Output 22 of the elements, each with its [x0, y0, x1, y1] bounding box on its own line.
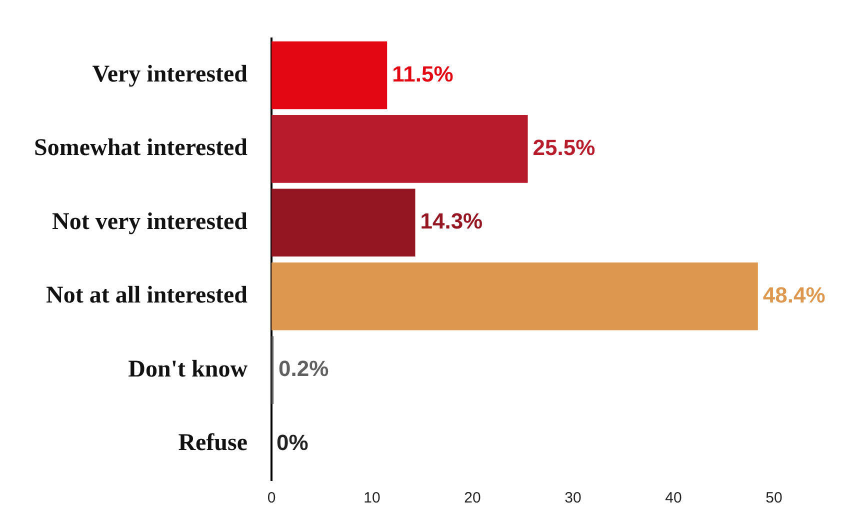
- data-label: 14.3%: [420, 208, 483, 234]
- x-tick-label: 50: [766, 490, 782, 507]
- data-label: 25.5%: [532, 135, 596, 160]
- y-tick-label: Somewhat interested: [34, 135, 248, 162]
- x-tick-label: 30: [564, 490, 582, 507]
- y-tick-label: Refuse: [178, 430, 248, 456]
- y-tick-label: Not very interested: [52, 208, 248, 235]
- y-tick-label: Not at all interested: [46, 282, 248, 309]
- bar: [272, 262, 758, 330]
- x-tick-label: 10: [364, 490, 380, 507]
- bar: [272, 188, 416, 257]
- data-label: 11.5%: [392, 61, 454, 86]
- data-label: 0.2%: [278, 356, 329, 382]
- y-tick-label: Very interested: [92, 61, 248, 88]
- x-tick-label: 20: [464, 490, 481, 507]
- y-tick-label: Don't know: [128, 356, 248, 382]
- bar: [272, 41, 388, 110]
- bar: [272, 115, 528, 183]
- x-tick-label: 40: [665, 490, 682, 507]
- x-tick-label: 0: [267, 490, 276, 507]
- data-label: 0%: [276, 430, 308, 455]
- data-label: 48.4%: [762, 282, 826, 308]
